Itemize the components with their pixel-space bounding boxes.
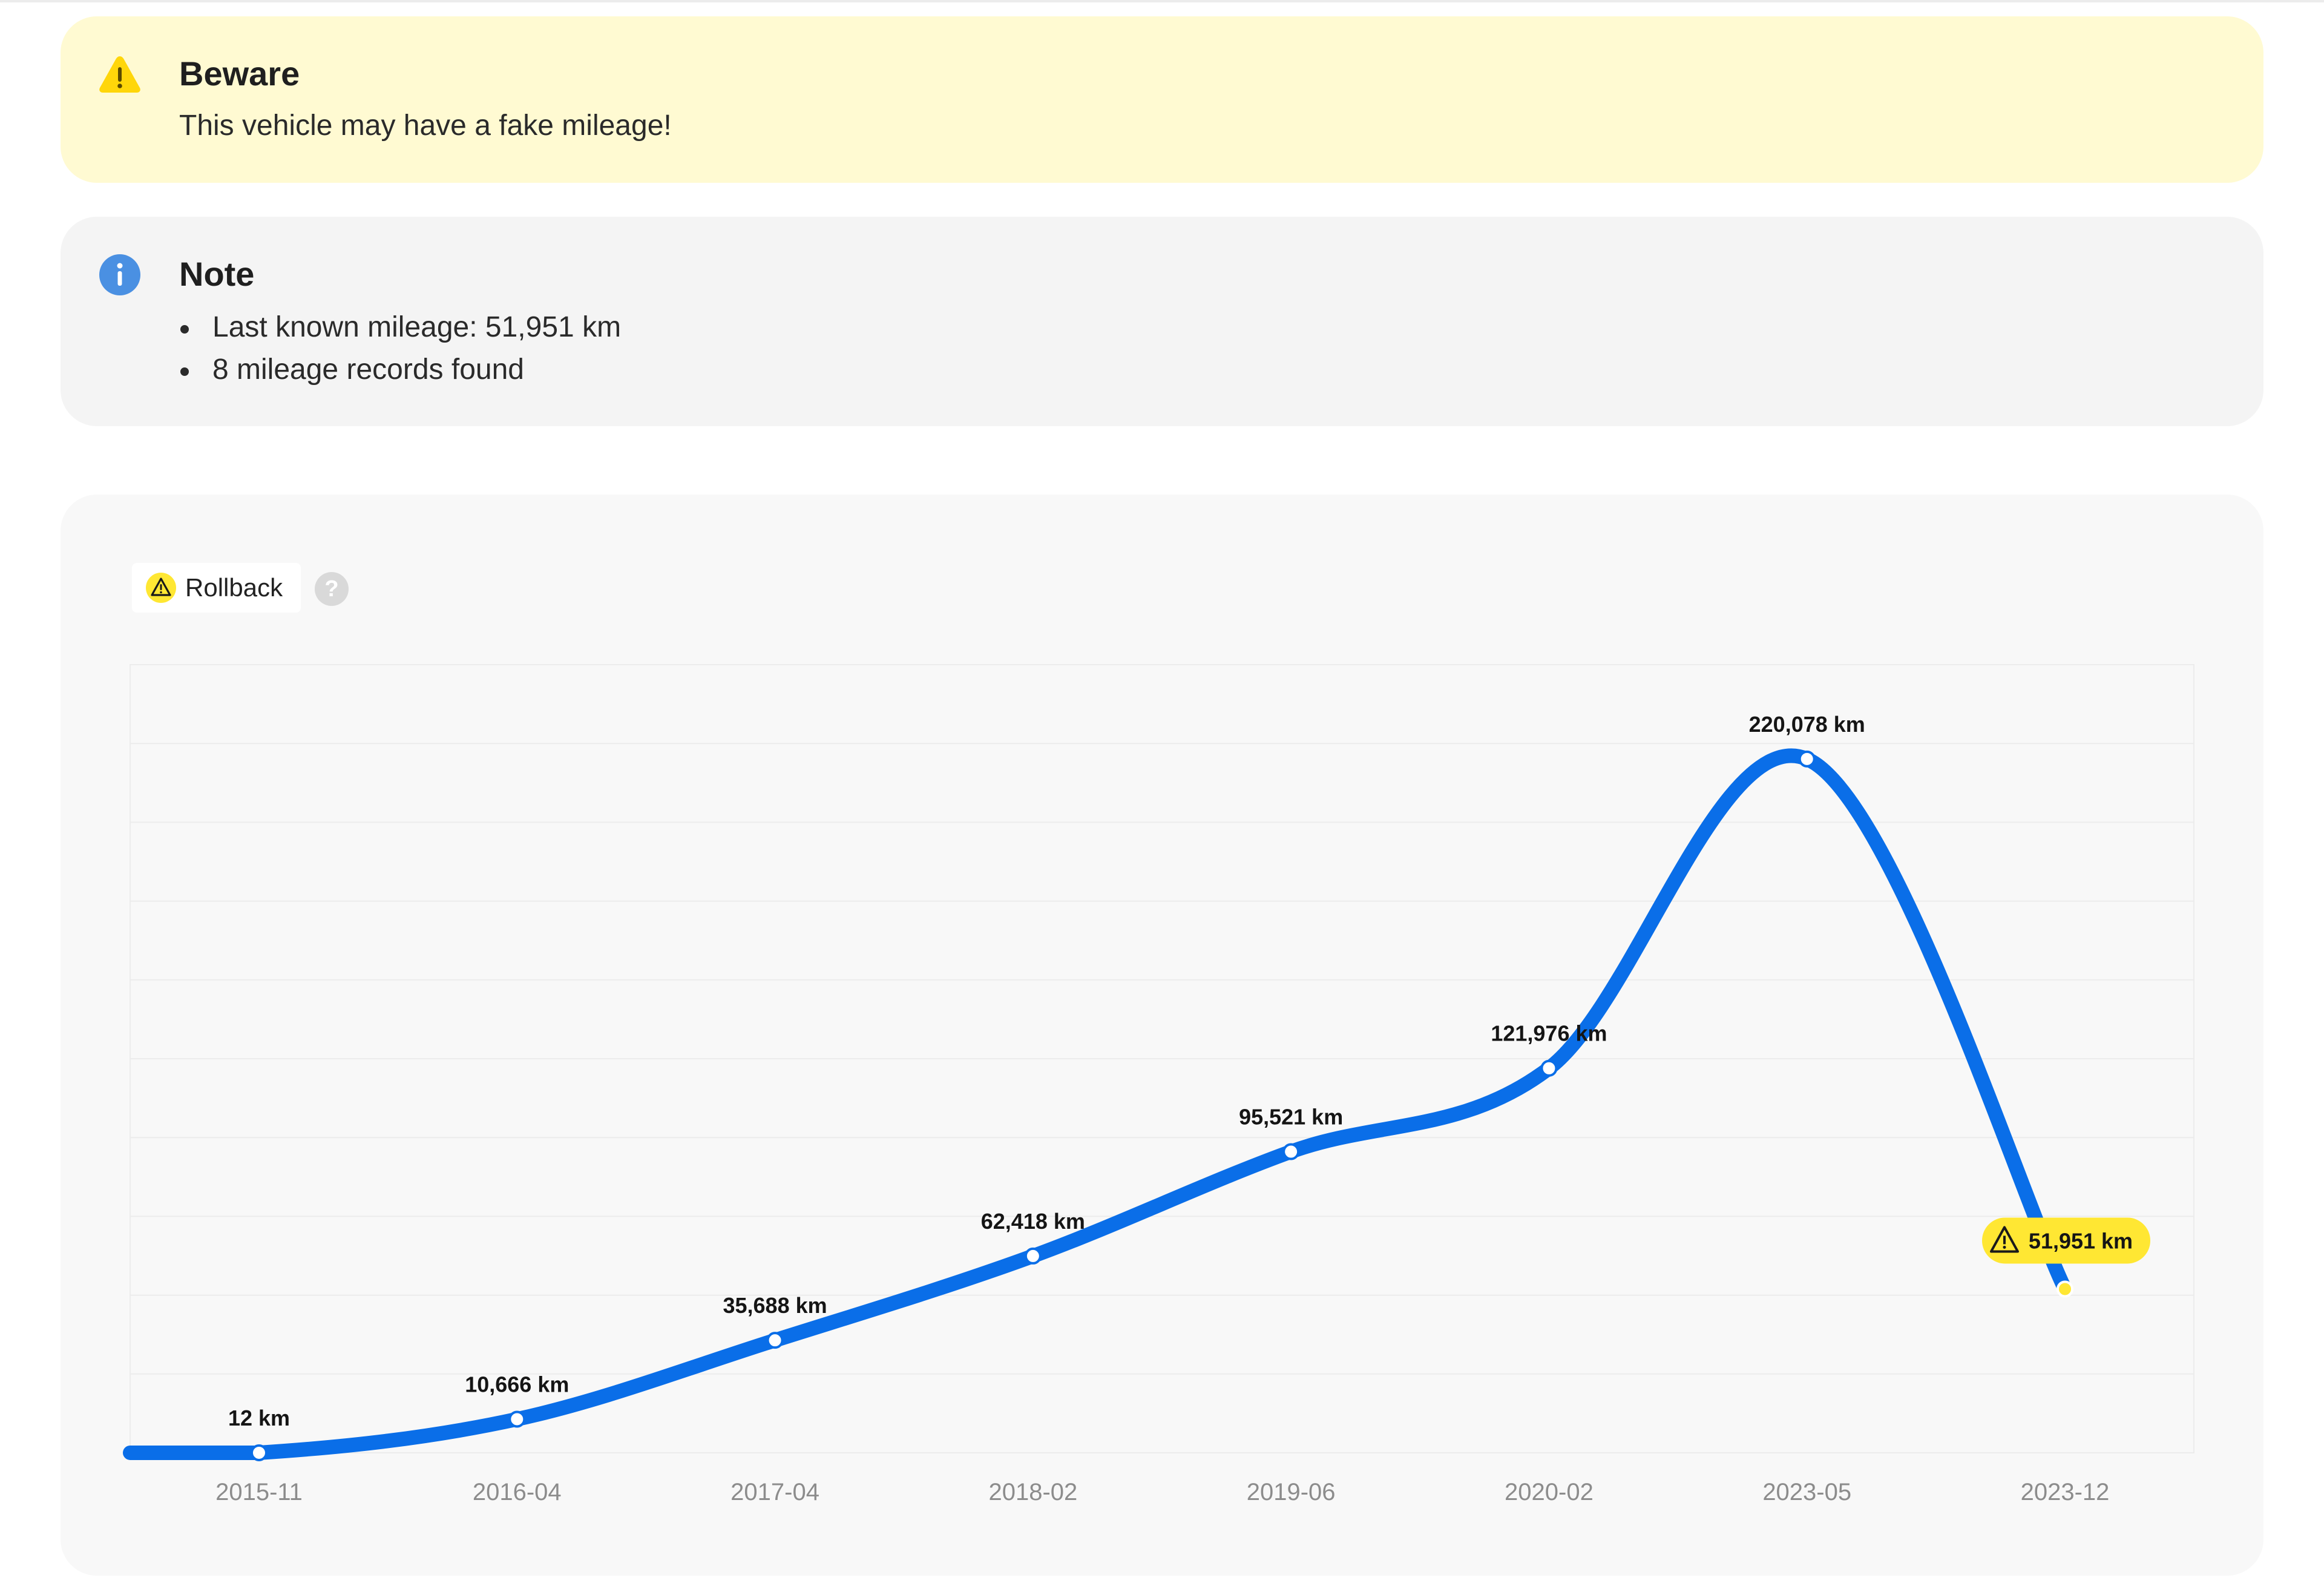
data-point [251, 1444, 268, 1461]
x-tick-label: 2018-02 [988, 1479, 1077, 1505]
data-label: 10,666 km [465, 1372, 569, 1397]
data-point [1282, 1143, 1300, 1160]
data-point [508, 1410, 526, 1428]
warning-banner: Beware This vehicle may have a fake mile… [61, 16, 2263, 183]
warning-title: Beware [179, 54, 300, 93]
info-icon [97, 252, 143, 298]
warning-triangle-icon [97, 51, 143, 97]
data-point [1798, 750, 1816, 768]
warning-message: This vehicle may have a fake mileage! [179, 110, 672, 142]
x-tick-label: 2019-06 [1247, 1479, 1336, 1505]
chart-grid [130, 664, 2194, 1453]
help-icon[interactable]: ? [315, 572, 349, 606]
x-tick-label: 2023-12 [2021, 1479, 2110, 1505]
x-tick-label: 2015-11 [215, 1479, 303, 1505]
data-point [2056, 1280, 2073, 1298]
rollback-warning-icon [146, 573, 176, 603]
data-label: 12 km [228, 1406, 290, 1430]
note-item-last-mileage: Last known mileage: 51,951 km [179, 306, 621, 349]
note-list: Last known mileage: 51,951 km 8 mileage … [179, 306, 621, 391]
mileage-chart-panel: Rollback ? [61, 495, 2263, 1576]
data-label: 51,951 km [2029, 1228, 2133, 1253]
data-label: 95,521 km [1239, 1105, 1343, 1130]
top-divider [0, 0, 2324, 2]
note-panel: Note Last known mileage: 51,951 km 8 mil… [61, 217, 2263, 426]
x-tick-label: 2016-04 [473, 1479, 562, 1505]
x-tick-label: 2017-04 [730, 1479, 819, 1505]
data-label: 121,976 km [1491, 1021, 1607, 1046]
legend-rollback-label: Rollback [185, 573, 283, 602]
data-point [766, 1332, 784, 1349]
mileage-series-line [123, 748, 2072, 1460]
note-item-record-count: 8 mileage records found [179, 349, 621, 391]
rollback-warning-icon [1990, 1226, 2019, 1253]
x-tick-label: 2020-02 [1505, 1479, 1594, 1505]
note-title: Note [179, 255, 255, 293]
data-label: 220,078 km [1749, 712, 1865, 737]
data-label: 62,418 km [981, 1209, 1085, 1234]
legend-rollback[interactable]: Rollback [132, 563, 301, 613]
x-tick-label: 2023-05 [1762, 1479, 1851, 1505]
data-point [1024, 1247, 1042, 1265]
rollback-badge [1982, 1217, 2150, 1264]
data-point [1540, 1059, 1558, 1077]
data-label: 35,688 km [723, 1293, 827, 1318]
